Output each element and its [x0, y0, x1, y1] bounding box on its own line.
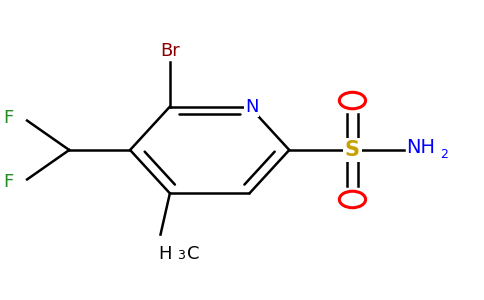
Text: S: S — [345, 140, 360, 160]
Text: F: F — [3, 109, 13, 127]
Text: H: H — [158, 245, 172, 263]
Text: 2: 2 — [440, 148, 448, 161]
Text: Br: Br — [160, 42, 180, 60]
Text: F: F — [3, 173, 13, 191]
Text: C: C — [187, 245, 200, 263]
Text: NH: NH — [406, 138, 435, 157]
Text: 3: 3 — [177, 249, 185, 262]
Text: N: N — [245, 98, 258, 116]
